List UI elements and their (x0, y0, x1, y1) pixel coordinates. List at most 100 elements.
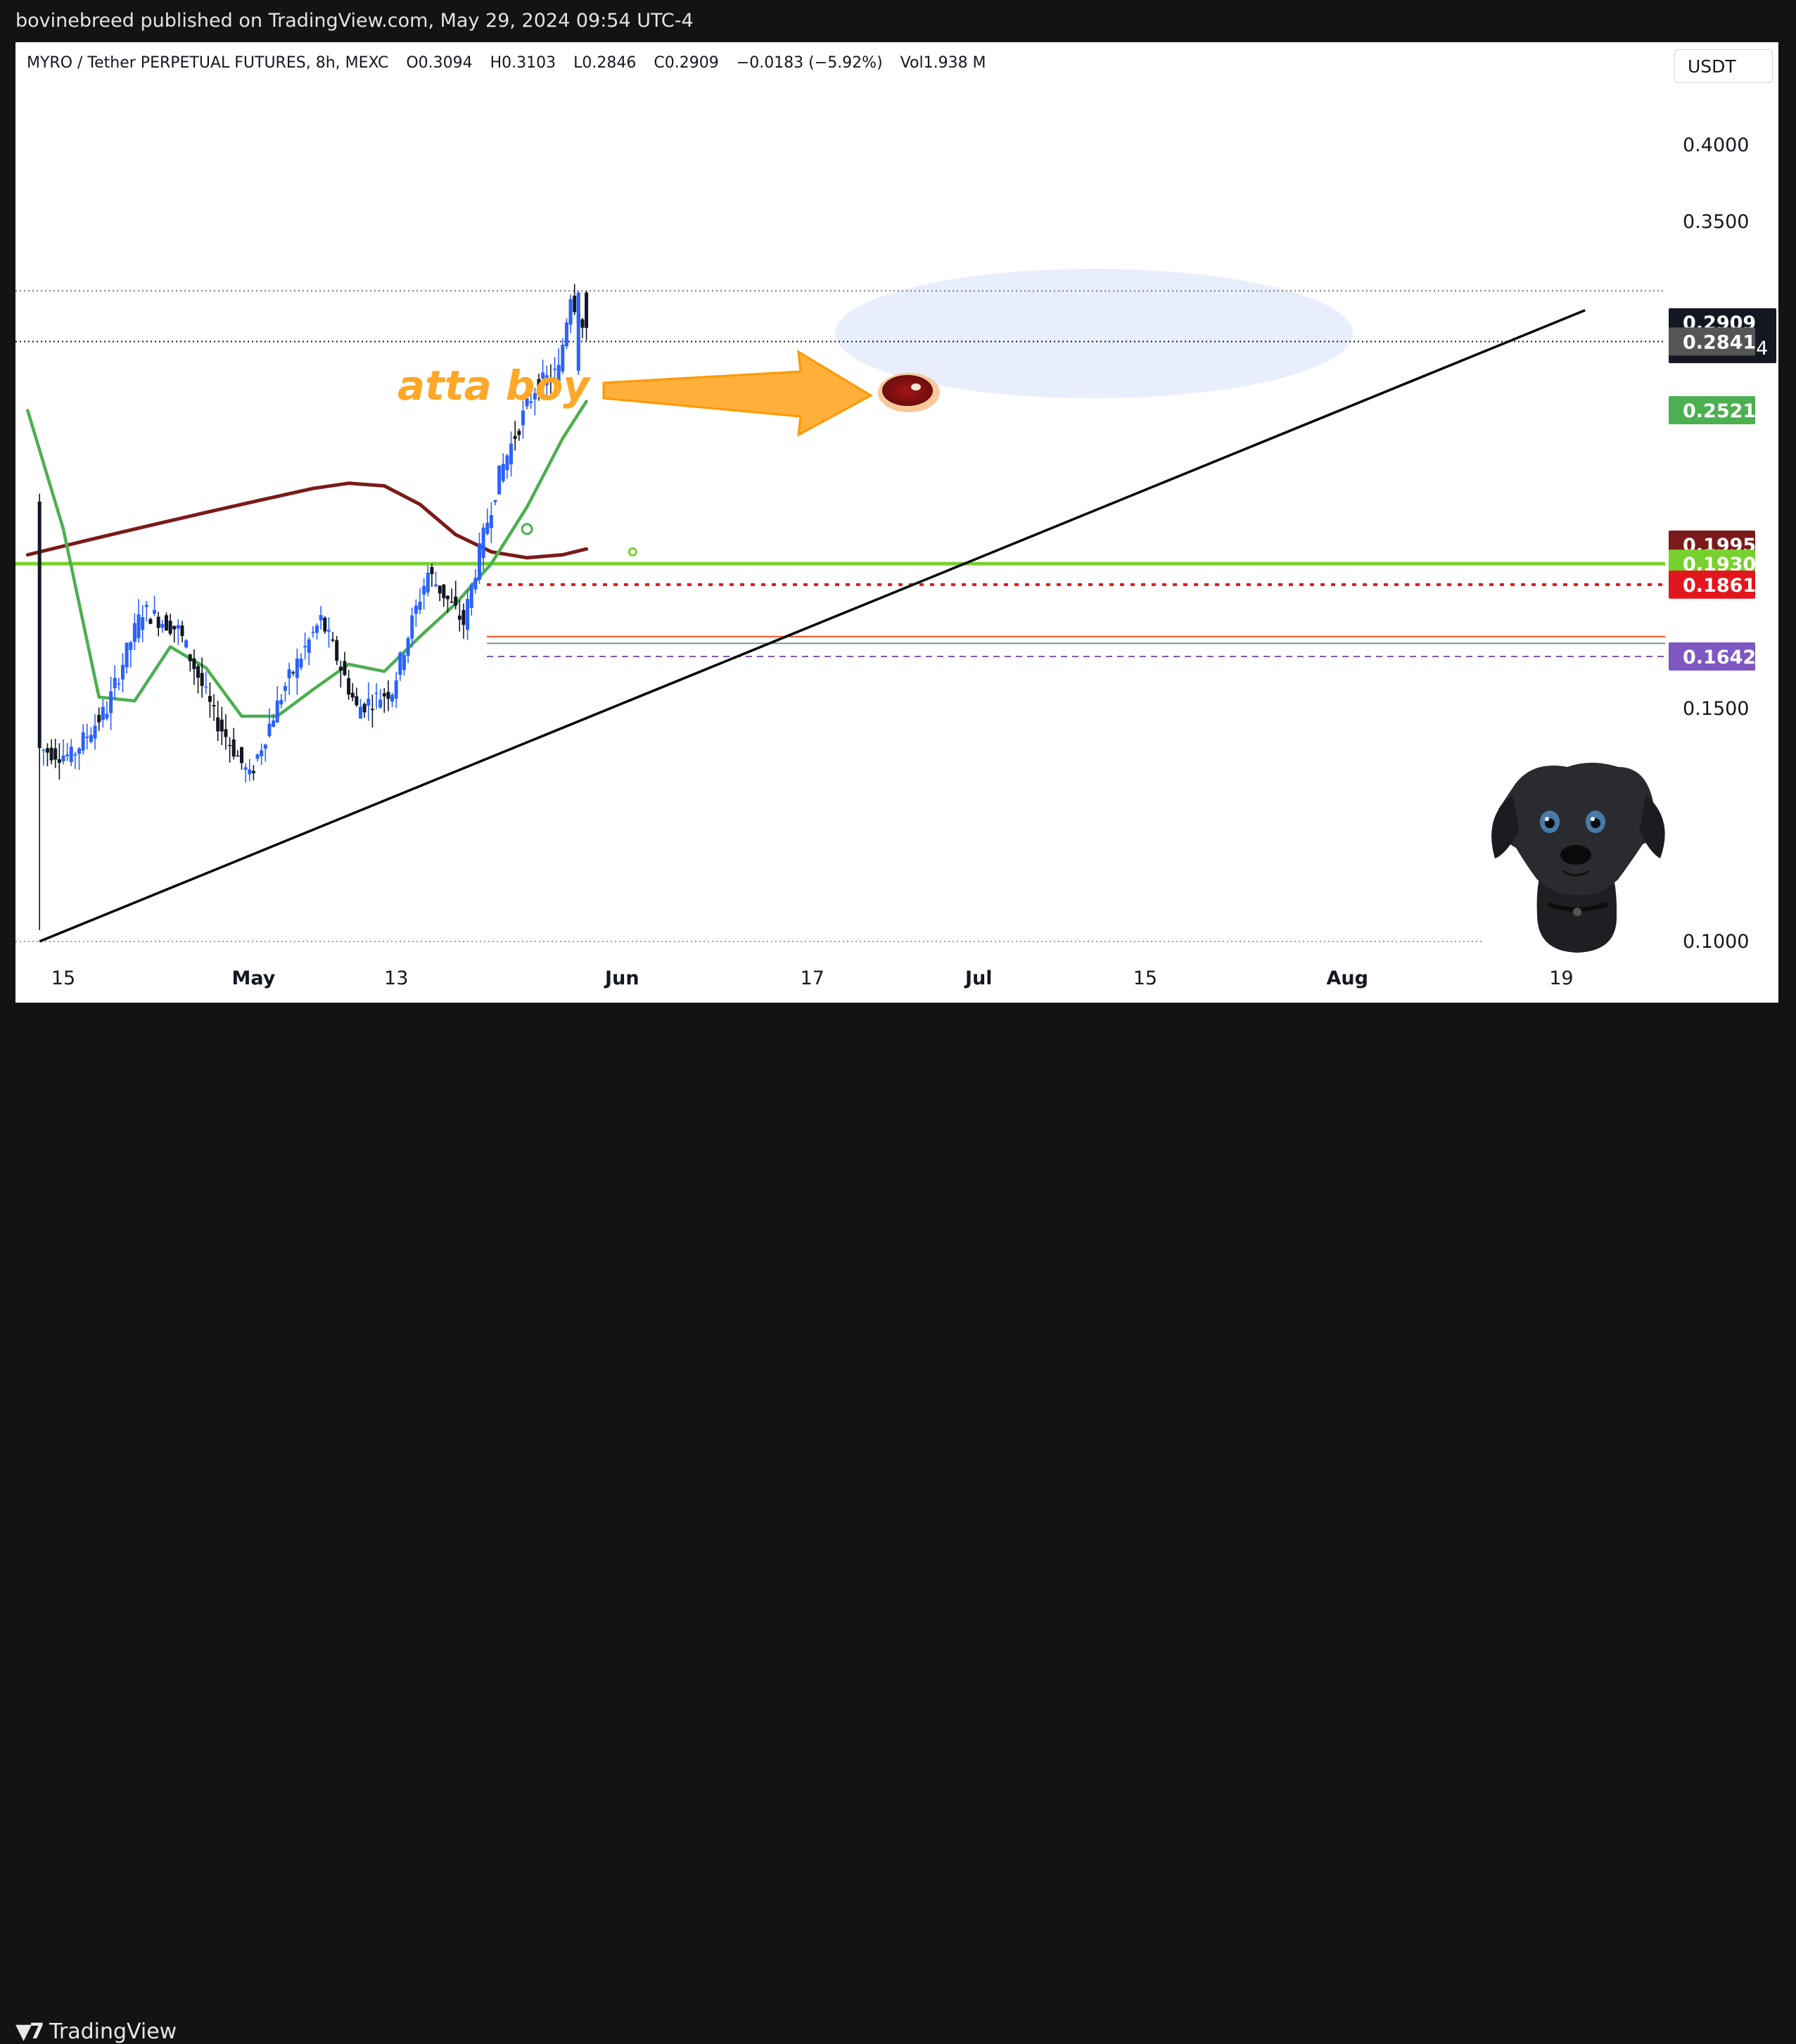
candle-body (398, 652, 402, 675)
candle-body (331, 639, 335, 641)
candle-body (561, 344, 565, 372)
candle-body (323, 617, 327, 632)
candle-body (414, 605, 418, 614)
candle-body (513, 436, 517, 439)
candle-body (564, 322, 568, 347)
candle-body (172, 626, 177, 630)
tv-logo-icon: ▼7 (15, 2019, 44, 2044)
candle-body (461, 609, 466, 626)
candle-body (156, 616, 160, 628)
x-tick-label: Jul (964, 967, 993, 989)
x-tick-label: 19 (1549, 967, 1573, 989)
candle-body (164, 615, 168, 631)
candle-body (466, 599, 470, 630)
candle-body (335, 640, 339, 661)
candle-body (113, 678, 117, 689)
currency-button[interactable]: USDT (1674, 49, 1773, 83)
publish-bar: bovinebreed published on TradingView.com… (0, 0, 1796, 42)
candle-body (343, 661, 347, 675)
y-tick-label: 0.3500 (1683, 211, 1749, 233)
candle-body (255, 754, 260, 759)
y-tick-label: 0.1500 (1683, 698, 1749, 720)
price-badge-label: 0.1861 (1683, 575, 1756, 597)
ema-fast-line (26, 400, 588, 718)
candle-body (243, 767, 248, 770)
candle-body (184, 640, 189, 648)
candle-body (216, 717, 220, 732)
candle-body (85, 736, 89, 738)
candle-body (196, 666, 200, 678)
candle-body (97, 715, 101, 723)
candle-body (180, 625, 184, 636)
candle-body (248, 769, 252, 775)
ema-slow-line (25, 481, 589, 560)
price-badge: 0.1642 (1669, 642, 1756, 671)
candle-body (224, 729, 228, 737)
x-tick-label: Jun (604, 967, 639, 989)
candle-body (279, 699, 284, 705)
candle-body (406, 637, 410, 656)
candle-body (485, 522, 490, 534)
candle-body (402, 655, 406, 671)
target-zone-ellipse (835, 269, 1353, 398)
x-tick-label: Aug (1326, 967, 1368, 989)
close-value: C0.2909 (654, 54, 719, 72)
candle-body (251, 770, 255, 773)
candle-body (469, 584, 473, 608)
price-badge: 0.1861 (1669, 570, 1756, 599)
candle-body (473, 578, 478, 590)
candle-body (283, 686, 287, 691)
candle-body (556, 364, 561, 383)
candle-body (505, 455, 509, 471)
symbol-name[interactable]: MYRO / Tether PERPETUAL FUTURES, 8h, MEX… (27, 54, 389, 72)
candle-body (93, 725, 97, 739)
low-value: L0.2846 (573, 54, 637, 72)
candle-body (53, 748, 58, 760)
candle-body (132, 623, 136, 642)
candle-body (445, 595, 450, 599)
candle-body (219, 719, 224, 732)
x-tick-label: 17 (801, 967, 824, 989)
candle-body (549, 378, 553, 381)
candle-body (109, 691, 113, 713)
candle-body (136, 614, 141, 638)
candle-body (426, 572, 430, 593)
candle-body (295, 659, 299, 678)
candle-body (517, 431, 521, 436)
candle-body (212, 705, 216, 706)
candle-body (260, 750, 264, 756)
candle-body (57, 759, 61, 763)
candle-body (315, 626, 319, 633)
candle-body (350, 692, 355, 698)
price-badge: 0.2521 (1669, 395, 1756, 424)
candle-body (338, 666, 343, 671)
tradingview-logo[interactable]: ▼7 TradingView (15, 2019, 177, 2044)
candle-body (378, 699, 383, 708)
candle-body (422, 585, 426, 595)
ema-marker (628, 547, 637, 557)
candle-body (129, 642, 133, 650)
candle-body (541, 372, 545, 379)
candle-body (144, 604, 148, 607)
candle-body (42, 749, 46, 751)
candle-body (228, 744, 232, 747)
candle-body (497, 465, 502, 495)
price-badge-label: 0.2521 (1683, 400, 1756, 422)
candle-body (303, 646, 307, 647)
high-value: H0.3103 (490, 54, 556, 72)
candle-body (359, 706, 362, 719)
candle-body (580, 319, 585, 328)
candle-body (121, 664, 125, 680)
candle-body (362, 704, 367, 713)
candle-body (69, 747, 73, 763)
candle-body (568, 299, 573, 325)
candle-body (117, 683, 121, 685)
candle-body (573, 296, 577, 312)
candle-body (576, 292, 580, 371)
symbol-legend: MYRO / Tether PERPETUAL FUTURES, 8h, MEX… (27, 54, 999, 72)
candle-body (319, 615, 323, 621)
candle-body (553, 368, 557, 370)
price-chart[interactable]: atta boy 0.4000 0.3500 0.1500 0.1000 15 May 1… (0, 0, 1796, 1057)
candle-body (160, 623, 165, 628)
open-value: O0.3094 (406, 54, 473, 72)
